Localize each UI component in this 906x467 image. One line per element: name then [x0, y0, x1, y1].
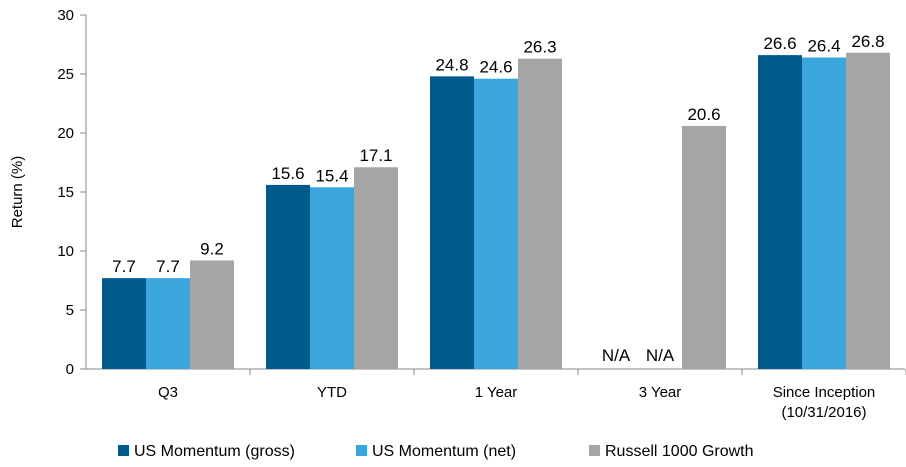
y-axis-title: Return (%) — [9, 156, 26, 229]
data-label-na: N/A — [646, 346, 675, 365]
data-label: 7.7 — [112, 257, 136, 276]
y-tick-label: 20 — [57, 125, 74, 142]
data-label: 9.2 — [200, 239, 224, 258]
legend-swatch — [589, 445, 600, 456]
data-label: 24.8 — [435, 55, 468, 74]
bars — [102, 52, 890, 370]
y-tick-label: 5 — [66, 302, 74, 319]
legend-label: Russell 1000 Growth — [605, 443, 754, 460]
bar — [310, 187, 354, 369]
bar — [190, 260, 234, 369]
data-label: 17.1 — [359, 146, 392, 165]
category-label: 3 Year — [639, 384, 682, 401]
data-label: 26.8 — [851, 32, 884, 51]
category-label: YTD — [317, 384, 347, 401]
data-label: 20.6 — [687, 105, 720, 124]
bar — [146, 278, 190, 369]
data-label: 15.6 — [271, 164, 304, 183]
data-label: 26.4 — [807, 36, 840, 55]
bar — [430, 76, 474, 370]
data-labels: 7.7 7.7 9.2 15.6 15.4 17.1 24.8 24.6 26.3 N/A N/A 2… — [112, 32, 884, 365]
legend-swatch — [118, 445, 129, 456]
data-label-na: N/A — [602, 346, 631, 365]
data-label: 7.7 — [156, 257, 180, 276]
legend-label: US Momentum (gross) — [134, 443, 295, 460]
legend-swatch — [356, 445, 367, 456]
bar — [266, 184, 310, 369]
legend-label: US Momentum (net) — [372, 443, 516, 460]
y-tick-label: 30 — [57, 7, 74, 24]
bar — [518, 58, 562, 369]
category-label: Since Inception (10/31/2016) — [773, 384, 876, 421]
legend: US Momentum (gross) US Momentum (net) Russ… — [118, 443, 754, 460]
bar — [846, 52, 890, 369]
y-tick-label: 25 — [57, 66, 74, 83]
y-tick-label: 10 — [57, 243, 74, 260]
bar — [758, 55, 802, 370]
x-axis-ticks — [249, 369, 906, 375]
y-tick-label: 0 — [66, 361, 74, 378]
category-label: Q3 — [158, 384, 178, 401]
bar — [102, 278, 146, 369]
data-label: 15.4 — [315, 166, 348, 185]
data-label: 26.6 — [763, 34, 796, 53]
y-tick-label: 15 — [57, 184, 74, 201]
category-labels: Q3 YTD 1 Year 3 Year Since Inception (10/31/2… — [158, 384, 875, 421]
bar — [354, 167, 398, 369]
bar — [474, 78, 518, 369]
data-label: 26.3 — [523, 38, 556, 57]
data-label: 24.6 — [479, 58, 512, 77]
bar — [682, 125, 726, 369]
y-axis-ticks: 0 5 10 15 20 25 30 — [57, 7, 86, 378]
bar — [802, 57, 846, 369]
category-label: 1 Year — [475, 384, 518, 401]
